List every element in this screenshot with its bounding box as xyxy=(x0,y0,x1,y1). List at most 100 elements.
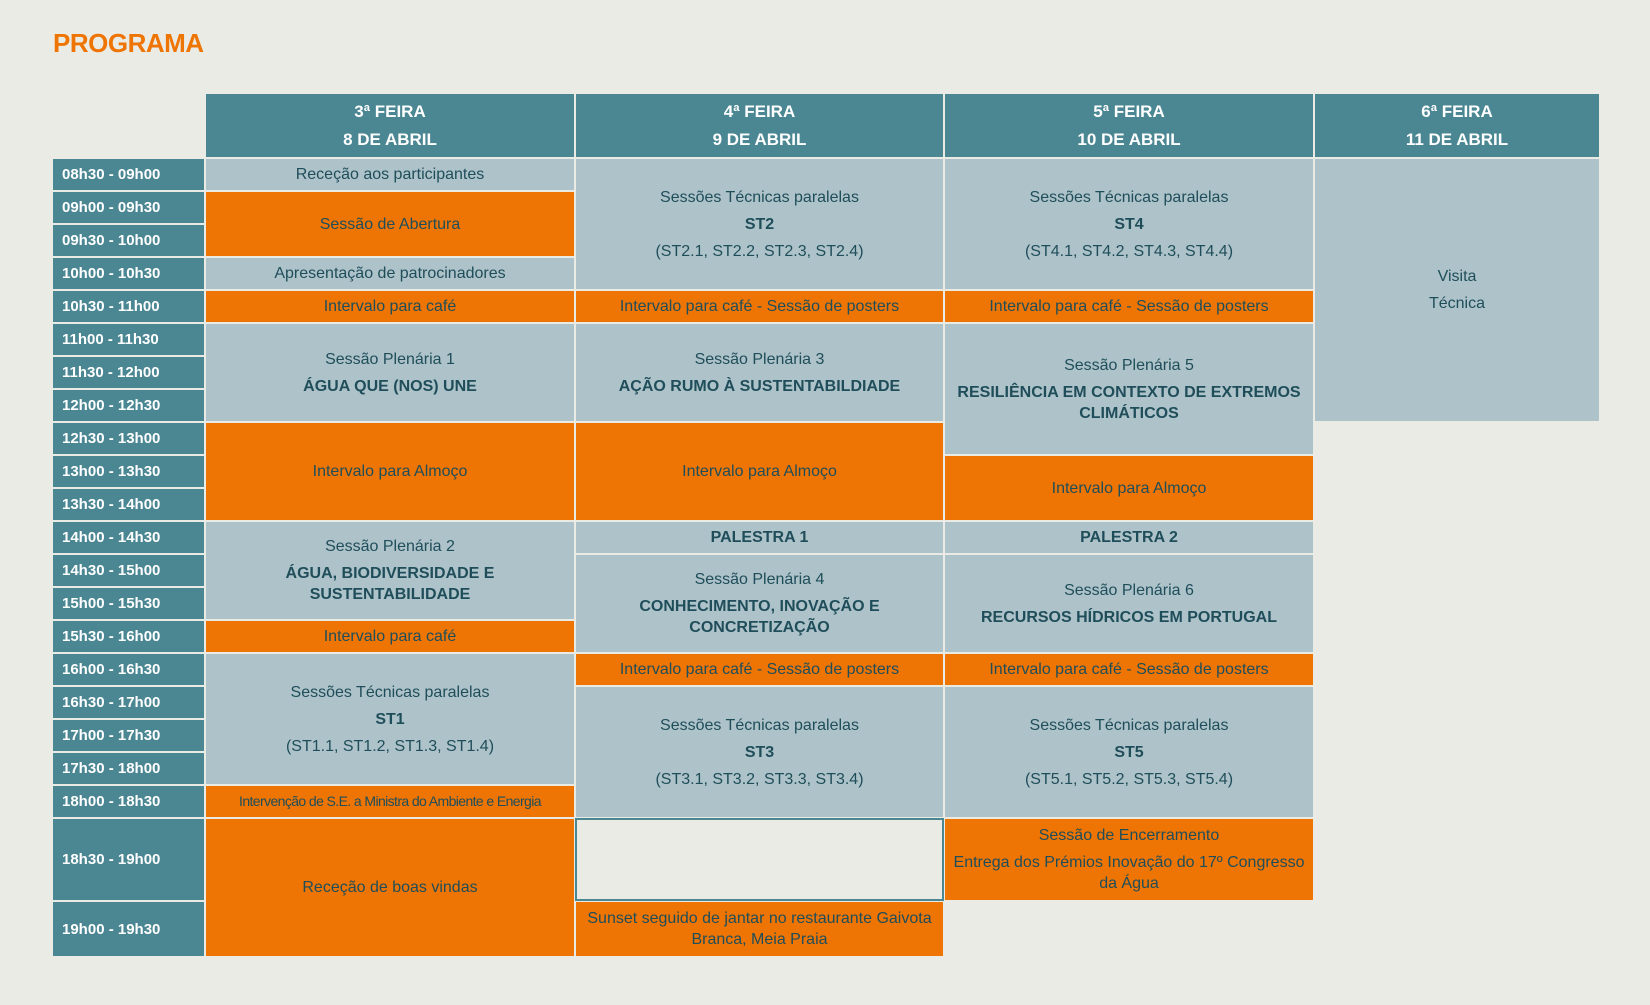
session-cell: Receção aos participantes xyxy=(206,159,574,190)
session-text: (ST2.1, ST2.2, ST2.3, ST2.4) xyxy=(655,242,864,260)
time-slot: 14h00 - 14h30 xyxy=(53,522,204,553)
session-cell: Visita Técnica xyxy=(1315,159,1599,421)
day-date: 8 DE ABRIL xyxy=(343,129,437,149)
session-title: ST4 xyxy=(1114,215,1144,233)
session-title: ÁGUA QUE (NOS) UNE xyxy=(303,377,477,395)
session-title: CONHECIMENTO, INOVAÇÃO E CONCRETIZAÇÃO xyxy=(639,598,880,636)
day-header: 6ª FEIRA 11 DE ABRIL xyxy=(1315,94,1599,157)
session-title: ST1 xyxy=(375,710,405,728)
time-slot: 09h30 - 10h00 xyxy=(53,225,204,256)
session-text: Intervalo para Almoço xyxy=(312,463,468,480)
time-slot: 12h00 - 12h30 xyxy=(53,390,204,421)
time-slot: 16h00 - 16h30 xyxy=(53,654,204,685)
time-slot: 11h30 - 12h00 xyxy=(53,357,204,388)
time-slot: 14h30 - 15h00 xyxy=(53,555,204,586)
empty-cell xyxy=(575,818,944,901)
break-cell: Intervalo para café - Sessão de posters xyxy=(576,291,943,322)
break-cell: Intervenção de S.E. a Ministra do Ambien… xyxy=(206,786,574,817)
day-date: 11 DE ABRIL xyxy=(1405,129,1509,149)
session-cell: Sessões Técnicas paralelas ST3 (ST3.1, ST3… xyxy=(576,687,943,817)
time-slot: 17h30 - 18h00 xyxy=(53,753,204,784)
session-text: Intervalo para café - Sessão de posters xyxy=(619,298,900,315)
day-weekday: 5ª FEIRA xyxy=(1093,101,1165,121)
session-text: Receção aos participantes xyxy=(295,166,485,183)
session-text: Intervalo para café xyxy=(323,628,457,645)
session-text: Sessão de Encerramento xyxy=(1038,827,1220,844)
day-header: 4ª FEIRA 9 DE ABRIL xyxy=(576,94,943,157)
session-text: Intervalo para café xyxy=(323,298,457,315)
time-slot: 18h30 - 19h00 xyxy=(53,819,204,900)
session-title: RESILIÊNCIA EM CONTEXTO DE EXTREMOS CLIM… xyxy=(957,383,1301,422)
session-cell: Sessões Técnicas paralelas ST1 (ST1.1, ST1… xyxy=(206,654,574,784)
session-text: (ST3.1, ST3.2, ST3.3, ST3.4) xyxy=(655,770,864,788)
session-cell: PALESTRA 2 xyxy=(945,522,1313,553)
session-text: (ST1.1, ST1.2, ST1.3, ST1.4) xyxy=(285,737,495,755)
session-cell: Sessões Técnicas paralelas ST4 (ST4.1, ST4… xyxy=(945,159,1313,289)
session-text: Intervalo para café - Sessão de posters xyxy=(619,661,900,678)
session-text: Visita xyxy=(1437,268,1477,285)
time-slot: 09h00 - 09h30 xyxy=(53,192,204,223)
session-text: Intervenção de S.E. a Ministra do Ambien… xyxy=(239,793,541,809)
session-cell: Sessões Técnicas paralelas ST5 (ST5.1, ST5… xyxy=(945,687,1313,817)
session-text: Sessões Técnicas paralelas xyxy=(290,683,490,701)
break-cell: Intervalo para café - Sessão de posters xyxy=(945,291,1313,322)
session-text: Apresentação de patrocinadores xyxy=(274,265,506,282)
page-title: PROGRAMA xyxy=(53,28,204,58)
break-cell: Sessão de Encerramento Entrega dos Prémio… xyxy=(945,819,1313,900)
time-slot: 10h00 - 10h30 xyxy=(53,258,204,289)
break-cell: Intervalo para Almoço xyxy=(945,456,1313,520)
time-slot: 18h00 - 18h30 xyxy=(53,786,204,817)
session-title: PALESTRA 1 xyxy=(710,529,809,546)
session-text: Intervalo para café - Sessão de posters xyxy=(989,298,1269,315)
time-slot: 17h00 - 17h30 xyxy=(53,720,204,751)
break-cell: Intervalo para café xyxy=(206,621,574,652)
session-text: Intervalo para café - Sessão de posters xyxy=(989,661,1269,678)
session-cell: Sessão Plenária 5 RESILIÊNCIA EM CONTEXTO… xyxy=(945,324,1313,454)
time-slot: 15h00 - 15h30 xyxy=(53,588,204,619)
session-cell: Sessão Plenária 3 AÇÃO RUMO À SUSTENTABIL… xyxy=(576,324,943,421)
break-cell: Intervalo para Almoço xyxy=(576,423,943,520)
break-cell: Sessão de Abertura xyxy=(206,192,574,256)
day-weekday: 6ª FEIRA xyxy=(1421,101,1493,121)
time-slot: 15h30 - 16h00 xyxy=(53,621,204,652)
corner-spacer xyxy=(53,94,204,157)
session-text: Sessões Técnicas paralelas xyxy=(1029,716,1229,734)
session-text: Técnica xyxy=(1428,295,1486,312)
session-cell: Sessão Plenária 4 CONHECIMENTO, INOVAÇÃO … xyxy=(576,555,943,652)
day-date: 10 DE ABRIL xyxy=(1077,129,1181,149)
session-title: ÁGUA, BIODIVERSIDADE E SUSTENTABILIDADE xyxy=(285,565,495,603)
time-slot: 13h00 - 13h30 xyxy=(53,456,204,487)
day-date: 9 DE ABRIL xyxy=(712,129,807,149)
session-cell: PALESTRA 1 xyxy=(576,522,943,553)
session-title: PALESTRA 2 xyxy=(1080,529,1178,546)
break-cell: Receção de boas vindas xyxy=(206,819,574,956)
time-slot: 08h30 - 09h00 xyxy=(53,159,204,190)
break-cell: Intervalo para café - Sessão de posters xyxy=(945,654,1313,685)
session-cell: Apresentação de patrocinadores xyxy=(206,258,574,289)
session-text: Sessões Técnicas paralelas xyxy=(660,188,859,206)
time-slot: 13h30 - 14h00 xyxy=(53,489,204,520)
schedule-table: 3ª FEIRA 8 DE ABRIL 4ª FEIRA 9 DE ABRIL 5ª F… xyxy=(53,94,1599,956)
session-text: Sessões Técnicas paralelas xyxy=(1029,188,1229,206)
time-slot: 10h30 - 11h00 xyxy=(53,291,204,322)
session-text: Receção de boas vindas xyxy=(302,879,478,896)
session-text: Sessão de Abertura xyxy=(319,215,461,233)
break-cell: Intervalo para café xyxy=(206,291,574,322)
session-cell: Sessão Plenária 1 ÁGUA QUE (NOS) UNE xyxy=(206,324,574,421)
time-slot: 12h30 - 13h00 xyxy=(53,423,204,454)
session-cell: Sessão Plenária 2 ÁGUA, BIODIVERSIDADE E … xyxy=(206,522,574,619)
break-cell: Intervalo para café - Sessão de posters xyxy=(576,654,943,685)
time-slot: 19h00 - 19h30 xyxy=(53,902,204,956)
session-title: ST5 xyxy=(1114,743,1144,761)
session-text: (ST4.1, ST4.2, ST4.3, ST4.4) xyxy=(1024,242,1234,260)
session-text: Sessões Técnicas paralelas xyxy=(660,716,859,734)
break-cell: Intervalo para Almoço xyxy=(206,423,574,520)
session-text: Intervalo para Almoço xyxy=(682,463,837,480)
session-text: Sessão Plenária 1 xyxy=(325,350,455,368)
day-weekday: 3ª FEIRA xyxy=(354,101,426,121)
break-cell: Sunset seguido de jantar no restaurante … xyxy=(576,902,943,956)
session-title: ST3 xyxy=(744,743,775,761)
session-title: AÇÃO RUMO À SUSTENTABILDIADE xyxy=(618,377,901,395)
session-text: Intervalo para Almoço xyxy=(1051,479,1207,497)
session-text: Sessão Plenária 3 xyxy=(694,350,825,368)
